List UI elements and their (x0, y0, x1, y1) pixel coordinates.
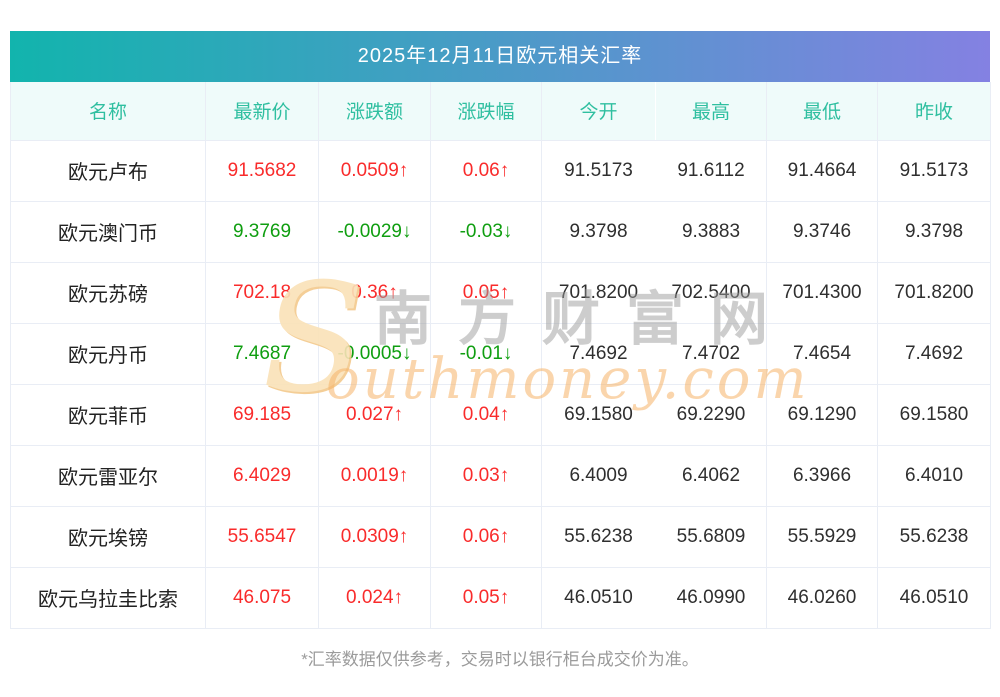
cell-open-price: 9.3798 (541, 201, 656, 263)
cell-low-price: 91.4664 (766, 140, 878, 202)
rate-table-body: 欧元卢布 91.5682 0.0509↑ 0.06↑ 91.5173 91.61… (10, 140, 991, 629)
table-header: 名称 最新价 涨跌额 涨跌幅 今开 最高 最低 昨收 (10, 82, 991, 141)
cell-latest-price: 6.4029 (205, 445, 319, 507)
cell-open-price: 701.8200 (541, 262, 656, 324)
table-row: 欧元雷亚尔 6.4029 0.0019↑ 0.03↑ 6.4009 6.4062… (10, 445, 991, 507)
cell-change-percent: 0.03↑ (430, 445, 542, 507)
cell-change-amount: 0.027↑ (318, 384, 431, 446)
cell-low-price: 55.5929 (766, 506, 878, 568)
cell-change-amount: 0.0309↑ (318, 506, 431, 568)
cell-prev-close: 91.5173 (877, 140, 991, 202)
cell-change-amount: 0.36↑ (318, 262, 431, 324)
cell-change-amount: 0.0019↑ (318, 445, 431, 507)
cell-prev-close: 9.3798 (877, 201, 991, 263)
cell-prev-close: 6.4010 (877, 445, 991, 507)
cell-open-price: 46.0510 (541, 567, 656, 629)
cell-open-price: 6.4009 (541, 445, 656, 507)
cell-low-price: 7.4654 (766, 323, 878, 385)
cell-high-price: 46.0990 (655, 567, 767, 629)
cell-low-price: 9.3746 (766, 201, 878, 263)
cell-change-amount: 0.024↑ (318, 567, 431, 629)
cell-pair-name: 欧元卢布 (10, 140, 206, 202)
col-header-high: 最高 (655, 82, 767, 141)
table-row: 欧元苏磅 702.18 0.36↑ 0.05↑ 701.8200 702.540… (10, 262, 991, 324)
cell-change-amount: 0.0509↑ (318, 140, 431, 202)
table-row: 欧元埃镑 55.6547 0.0309↑ 0.06↑ 55.6238 55.68… (10, 506, 991, 568)
cell-change-percent: 0.04↑ (430, 384, 542, 446)
cell-change-percent: 0.06↑ (430, 506, 542, 568)
col-header-change: 涨跌额 (318, 82, 431, 141)
cell-high-price: 69.2290 (655, 384, 767, 446)
cell-pair-name: 欧元雷亚尔 (10, 445, 206, 507)
cell-pair-name: 欧元丹币 (10, 323, 206, 385)
table-row: 欧元乌拉圭比索 46.075 0.024↑ 0.05↑ 46.0510 46.0… (10, 567, 991, 629)
cell-pair-name: 欧元苏磅 (10, 262, 206, 324)
col-header-low: 最低 (766, 82, 878, 141)
cell-prev-close: 69.1580 (877, 384, 991, 446)
cell-change-percent: 0.05↑ (430, 262, 542, 324)
cell-low-price: 69.1290 (766, 384, 878, 446)
cell-pair-name: 欧元埃镑 (10, 506, 206, 568)
col-header-name: 名称 (10, 82, 206, 141)
cell-latest-price: 46.075 (205, 567, 319, 629)
cell-prev-close: 55.6238 (877, 506, 991, 568)
cell-low-price: 46.0260 (766, 567, 878, 629)
cell-open-price: 7.4692 (541, 323, 656, 385)
cell-low-price: 6.3966 (766, 445, 878, 507)
cell-change-percent: -0.01↓ (430, 323, 542, 385)
cell-latest-price: 7.4687 (205, 323, 319, 385)
cell-prev-close: 701.8200 (877, 262, 991, 324)
cell-high-price: 55.6809 (655, 506, 767, 568)
col-header-latest: 最新价 (205, 82, 319, 141)
cell-high-price: 91.6112 (655, 140, 767, 202)
cell-high-price: 9.3883 (655, 201, 767, 263)
col-header-prev: 昨收 (877, 82, 991, 141)
table-row: 欧元丹币 7.4687 -0.0005↓ -0.01↓ 7.4692 7.470… (10, 323, 991, 385)
cell-open-price: 69.1580 (541, 384, 656, 446)
disclaimer-footnote: *汇率数据仅供参考，交易时以银行柜台成交价为准。 (301, 650, 699, 669)
cell-latest-price: 9.3769 (205, 201, 319, 263)
cell-open-price: 55.6238 (541, 506, 656, 568)
cell-low-price: 701.4300 (766, 262, 878, 324)
cell-open-price: 91.5173 (541, 140, 656, 202)
cell-pair-name: 欧元菲币 (10, 384, 206, 446)
table-title: 2025年12月11日欧元相关汇率 (10, 31, 990, 82)
cell-prev-close: 7.4692 (877, 323, 991, 385)
cell-high-price: 7.4702 (655, 323, 767, 385)
rate-table: 2025年12月11日欧元相关汇率 名称 最新价 涨跌额 涨跌幅 今开 最高 最… (10, 31, 991, 629)
cell-high-price: 702.5400 (655, 262, 767, 324)
cell-change-percent: 0.05↑ (430, 567, 542, 629)
cell-latest-price: 69.185 (205, 384, 319, 446)
col-header-pct: 涨跌幅 (430, 82, 542, 141)
rate-data-table: 名称 最新价 涨跌额 涨跌幅 今开 最高 最低 昨收 欧元卢布 91.5682 … (10, 82, 991, 629)
cell-change-percent: -0.03↓ (430, 201, 542, 263)
cell-change-amount: -0.0029↓ (318, 201, 431, 263)
cell-latest-price: 91.5682 (205, 140, 319, 202)
cell-change-percent: 0.06↑ (430, 140, 542, 202)
cell-prev-close: 46.0510 (877, 567, 991, 629)
cell-high-price: 6.4062 (655, 445, 767, 507)
table-row: 欧元菲币 69.185 0.027↑ 0.04↑ 69.1580 69.2290… (10, 384, 991, 446)
table-row: 欧元澳门币 9.3769 -0.0029↓ -0.03↓ 9.3798 9.38… (10, 201, 991, 263)
cell-pair-name: 欧元乌拉圭比索 (10, 567, 206, 629)
cell-pair-name: 欧元澳门币 (10, 201, 206, 263)
col-header-open: 今开 (541, 82, 656, 141)
cell-latest-price: 702.18 (205, 262, 319, 324)
table-row: 欧元卢布 91.5682 0.0509↑ 0.06↑ 91.5173 91.61… (10, 140, 991, 202)
cell-latest-price: 55.6547 (205, 506, 319, 568)
cell-change-amount: -0.0005↓ (318, 323, 431, 385)
